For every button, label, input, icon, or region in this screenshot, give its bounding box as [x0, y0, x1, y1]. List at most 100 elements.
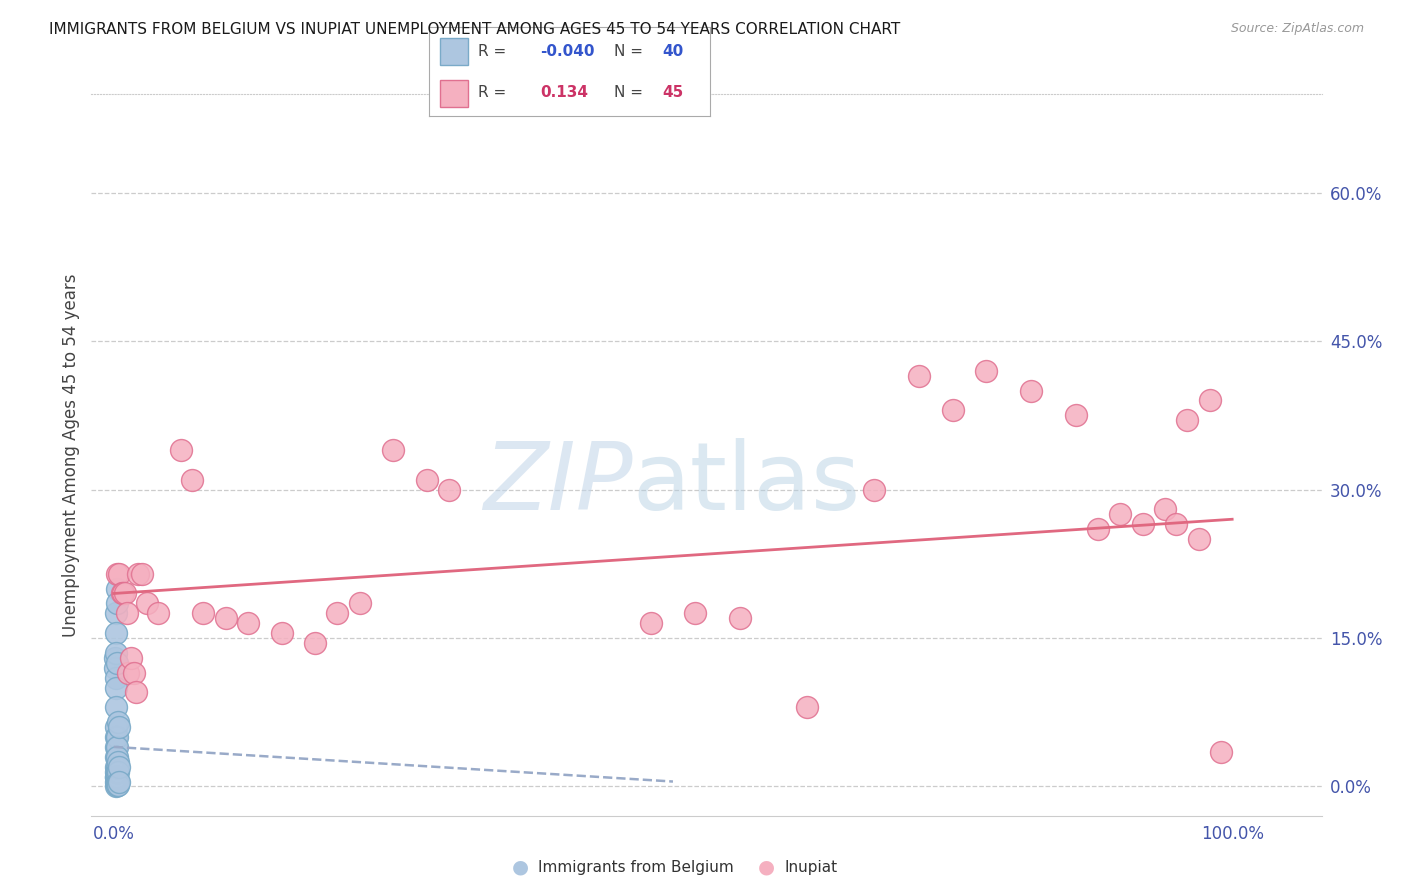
Point: [304, 636, 326, 650]
Point: [122, 665, 145, 680]
Text: 0.134: 0.134: [540, 86, 588, 100]
Point: [1019, 384, 1042, 398]
Point: [105, 779, 128, 793]
Point: [105, 566, 128, 581]
Point: [105, 671, 127, 685]
Point: [105, 770, 127, 784]
Point: [111, 586, 134, 600]
Text: -0.040: -0.040: [540, 44, 595, 59]
Text: ●: ●: [758, 857, 775, 877]
Point: [1109, 508, 1132, 522]
Point: [105, 700, 127, 714]
Point: [105, 626, 127, 640]
Point: [685, 607, 707, 621]
Point: [108, 720, 131, 734]
Text: atlas: atlas: [633, 438, 860, 530]
Point: [105, 776, 128, 790]
Point: [115, 607, 138, 621]
Point: [105, 780, 127, 794]
Point: [270, 626, 292, 640]
Point: [349, 596, 371, 610]
Point: [108, 566, 131, 581]
Text: N =: N =: [614, 44, 644, 59]
Point: [1198, 393, 1220, 408]
Point: [136, 596, 159, 610]
Point: [105, 607, 127, 621]
Point: [382, 442, 405, 457]
Point: [105, 774, 128, 789]
Point: [1177, 413, 1199, 427]
Point: [326, 607, 349, 621]
Point: [107, 774, 129, 789]
Point: [105, 749, 128, 764]
Point: [105, 777, 128, 791]
Point: [439, 483, 461, 497]
Point: [105, 646, 127, 660]
Point: [1154, 502, 1177, 516]
Text: ZIP: ZIP: [484, 438, 633, 529]
Point: [236, 616, 259, 631]
Point: [107, 764, 129, 779]
Point: [104, 661, 127, 675]
Point: [105, 656, 128, 670]
Point: [127, 566, 149, 581]
Text: Source: ZipAtlas.com: Source: ZipAtlas.com: [1230, 22, 1364, 36]
Point: [105, 770, 127, 784]
Point: [105, 764, 128, 779]
Point: [214, 611, 236, 625]
Text: 40: 40: [662, 44, 683, 59]
Point: [105, 749, 127, 764]
Bar: [440, 80, 468, 107]
Point: [125, 685, 148, 699]
Point: [105, 730, 127, 744]
Point: [105, 720, 127, 734]
Text: R =: R =: [478, 86, 506, 100]
Point: [107, 777, 129, 791]
Point: [105, 760, 127, 774]
Point: [170, 442, 193, 457]
Point: [1132, 517, 1154, 532]
Point: [105, 770, 128, 784]
Point: [105, 764, 127, 779]
Point: [131, 566, 153, 581]
Point: [1064, 409, 1087, 423]
Point: [104, 650, 127, 665]
Point: [117, 665, 139, 680]
Point: [105, 681, 127, 695]
Point: [193, 607, 215, 621]
Point: [105, 772, 128, 786]
Point: [640, 616, 662, 631]
Point: [105, 739, 128, 754]
Point: [120, 650, 142, 665]
Point: [148, 607, 170, 621]
Text: ●: ●: [512, 857, 529, 877]
Text: R =: R =: [478, 44, 506, 59]
Point: [908, 368, 931, 383]
Text: 45: 45: [662, 86, 683, 100]
Point: [416, 473, 439, 487]
Point: [108, 774, 131, 789]
Point: [105, 730, 128, 744]
Point: [1166, 517, 1188, 532]
Point: [941, 403, 963, 417]
Point: [728, 611, 751, 625]
Point: [1209, 745, 1232, 759]
Text: Immigrants from Belgium: Immigrants from Belgium: [538, 860, 734, 874]
Point: [974, 364, 997, 378]
Point: [796, 700, 818, 714]
Point: [181, 473, 204, 487]
Bar: [440, 38, 468, 65]
Point: [107, 715, 129, 730]
Point: [114, 586, 136, 600]
Text: N =: N =: [614, 86, 644, 100]
Point: [105, 596, 128, 610]
Text: Inupiat: Inupiat: [785, 860, 838, 874]
Point: [105, 760, 128, 774]
Point: [105, 582, 128, 596]
Point: [105, 774, 127, 789]
Point: [863, 483, 886, 497]
Point: [105, 739, 127, 754]
Point: [108, 760, 131, 774]
Point: [110, 586, 132, 600]
Text: IMMIGRANTS FROM BELGIUM VS INUPIAT UNEMPLOYMENT AMONG AGES 45 TO 54 YEARS CORREL: IMMIGRANTS FROM BELGIUM VS INUPIAT UNEMP…: [49, 22, 900, 37]
